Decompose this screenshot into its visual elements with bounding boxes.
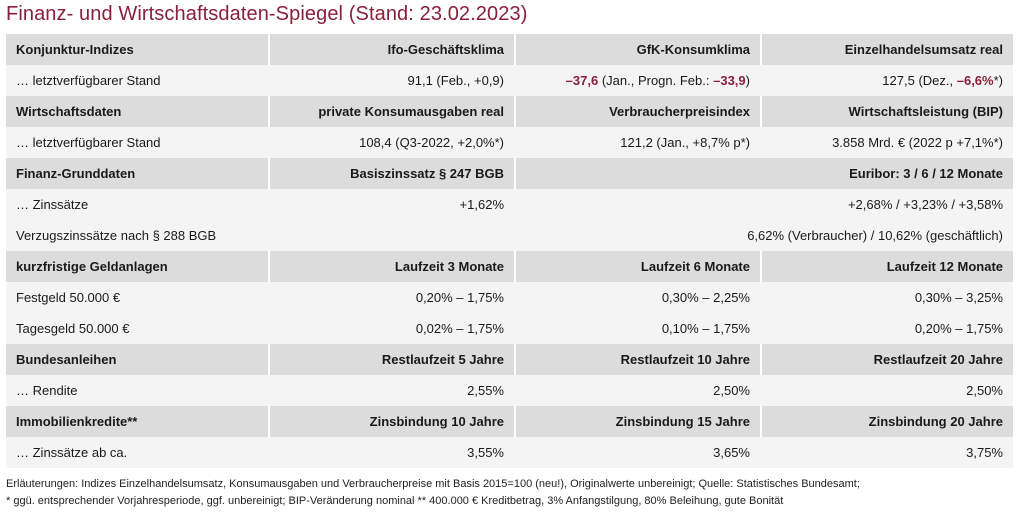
header-cell: Restlaufzeit 20 Jahre [760, 344, 1013, 375]
table-cell: 3,55% [268, 437, 514, 468]
header-cell: Bundesanleihen [6, 344, 268, 375]
table-row: … Zinssätze +1,62% +2,68% / +3,23% / +3,… [6, 189, 1013, 220]
row-label: … Zinssätze ab ca. [6, 437, 268, 468]
table-cell: 2,55% [268, 375, 514, 406]
gfk-value: –37,6 (Jan., Progn. Feb.: –33,9) [514, 65, 760, 96]
gfk-forecast: –33,9 [713, 73, 746, 88]
table-cell: 2,50% [760, 375, 1013, 406]
table-cell: 0,20% – 1,75% [268, 282, 514, 313]
header-cell: Laufzeit 6 Monate [514, 251, 760, 282]
header-cell: Laufzeit 12 Monate [760, 251, 1013, 282]
header-geldanlagen: kurzfristige Geldanlagen Laufzeit 3 Mona… [6, 251, 1013, 282]
table-cell: 0,30% – 3,25% [760, 282, 1013, 313]
header-cell: Konjunktur-Indizes [6, 34, 268, 65]
row-label: … letztverfügbarer Stand [6, 127, 268, 158]
table-row: Verzugszinssätze nach § 288 BGB 6,62% (V… [6, 220, 1013, 251]
header-cell: Zinsbindung 20 Jahre [760, 406, 1013, 437]
einzelhandel-value: 127,5 (Dez., –6,6%*) [760, 65, 1013, 96]
table-cell: 108,4 (Q3-2022, +2,0%*) [268, 127, 514, 158]
row-label: … letztverfügbarer Stand [6, 65, 268, 96]
header-cell: Restlaufzeit 5 Jahre [268, 344, 514, 375]
header-anleihen: Bundesanleihen Restlaufzeit 5 Jahre Rest… [6, 344, 1013, 375]
row-label: Tagesgeld 50.000 € [6, 313, 268, 344]
table-row: … letztverfügbarer Stand 108,4 (Q3-2022,… [6, 127, 1013, 158]
verzug-value: 6,62% (Verbraucher) / 10,62% (geschäftli… [268, 220, 1013, 251]
header-cell: Basiszinssatz § 247 BGB [268, 158, 514, 189]
page-title: Finanz- und Wirtschaftsdaten-Spiegel (St… [6, 3, 528, 25]
gfk-text: (Jan., Progn. Feb.: [598, 73, 714, 88]
table-row: … Zinssätze ab ca. 3,55% 3,65% 3,75% [6, 437, 1013, 468]
header-cell: Zinsbindung 10 Jahre [268, 406, 514, 437]
data-table: Konjunktur-Indizes Ifo-Geschäftsklima Gf… [6, 34, 1013, 468]
header-cell: Ifo-Geschäftsklima [268, 34, 514, 65]
header-cell: Wirtschaftsdaten [6, 96, 268, 127]
ifo-value: 91,1 (Feb., +0,9) [268, 65, 514, 96]
table-cell: 0,20% – 1,75% [760, 313, 1013, 344]
header-cell: Finanz-Grunddaten [6, 158, 268, 189]
header-cell: Immobilienkredite** [6, 406, 268, 437]
euribor-value: +2,68% / +3,23% / +3,58% [514, 189, 1013, 220]
footnote-line: * ggü. entsprechender Vorjahresperiode, … [6, 495, 784, 507]
header-cell: Wirtschaftsleistung (BIP) [760, 96, 1013, 127]
table-cell: 121,2 (Jan., +8,7% p*) [514, 127, 760, 158]
einzelhandel-change: –6,6% [956, 73, 994, 88]
header-cell: Zinsbindung 15 Jahre [514, 406, 760, 437]
header-cell: Verbraucherpreisindex [514, 96, 760, 127]
header-immobilien: Immobilienkredite** Zinsbindung 10 Jahre… [6, 406, 1013, 437]
row-label: … Rendite [6, 375, 268, 406]
header-cell: kurzfristige Geldanlagen [6, 251, 268, 282]
row-label: … Zinssätze [6, 189, 268, 220]
table-row: Tagesgeld 50.000 € 0,02% – 1,75% 0,10% –… [6, 313, 1013, 344]
row-label: Festgeld 50.000 € [6, 282, 268, 313]
table-cell: 3,65% [514, 437, 760, 468]
header-cell: GfK-Konsumklima [514, 34, 760, 65]
header-cell: Restlaufzeit 10 Jahre [514, 344, 760, 375]
row-label: Verzugszinssätze nach § 288 BGB [6, 220, 268, 251]
einzelhandel-text: 127,5 (Dez., [882, 73, 957, 88]
table-row: Festgeld 50.000 € 0,20% – 1,75% 0,30% – … [6, 282, 1013, 313]
table-cell: 0,10% – 1,75% [514, 313, 760, 344]
gfk-current: –37,6 [565, 73, 599, 88]
gfk-close: ) [745, 73, 750, 88]
table-cell: 2,50% [514, 375, 760, 406]
table-row: … Rendite 2,55% 2,50% 2,50% [6, 375, 1013, 406]
header-wirtschaft: Wirtschaftsdaten private Konsumausgaben … [6, 96, 1013, 127]
footnote-line: Erläuterungen: Indizes Einzelhandelsumsa… [6, 478, 860, 490]
header-cell: Laufzeit 3 Monate [268, 251, 514, 282]
header-finanz: Finanz-Grunddaten Basiszinssatz § 247 BG… [6, 158, 1013, 189]
basiszins-value: +1,62% [268, 189, 514, 220]
header-cell: private Konsumausgaben real [268, 96, 514, 127]
footnotes: Erläuterungen: Indizes Einzelhandelsumsa… [6, 476, 1016, 510]
table-row: … letztverfügbarer Stand 91,1 (Feb., +0,… [6, 65, 1013, 96]
table-cell: 3,75% [760, 437, 1013, 468]
header-cell: Einzelhandelsumsatz real [760, 34, 1013, 65]
einzelhandel-close: *) [993, 73, 1003, 88]
table-cell: 0,02% – 1,75% [268, 313, 514, 344]
table-cell: 0,30% – 2,25% [514, 282, 760, 313]
header-konjunktur: Konjunktur-Indizes Ifo-Geschäftsklima Gf… [6, 34, 1013, 65]
table-cell: 3.858 Mrd. € (2022 p +7,1%*) [760, 127, 1013, 158]
header-cell: Euribor: 3 / 6 / 12 Monate [514, 158, 1013, 189]
